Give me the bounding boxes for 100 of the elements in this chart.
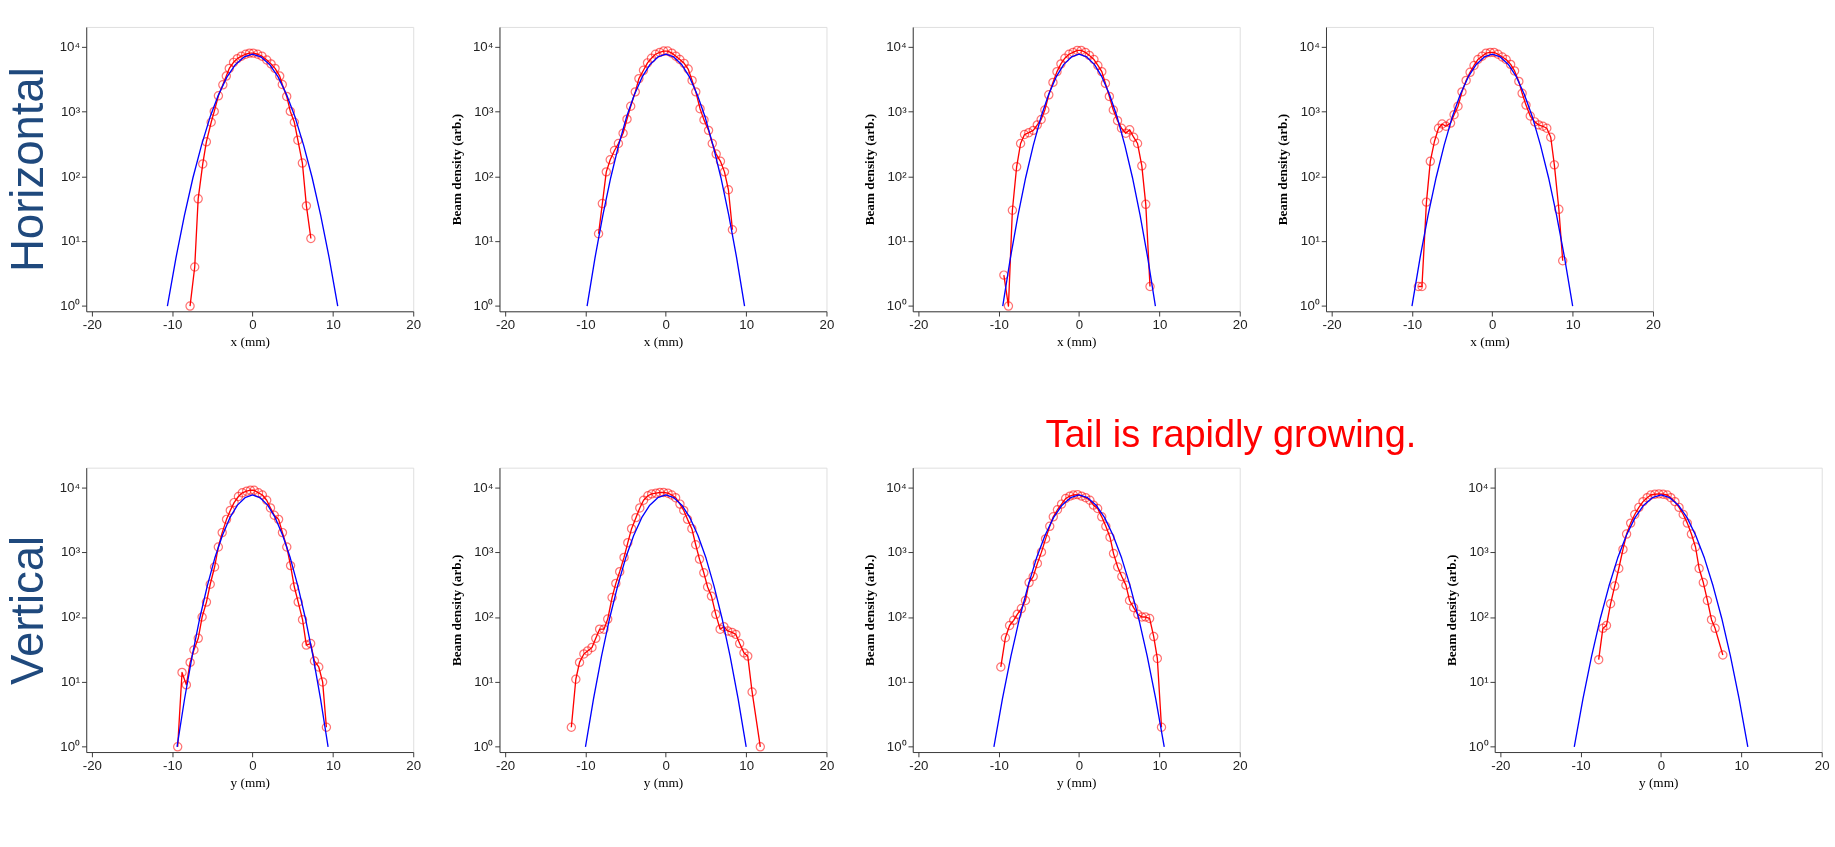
x-tick-label: 10 bbox=[1734, 757, 1750, 773]
line-series bbox=[166, 53, 339, 307]
y-tick-label: 10² bbox=[60, 609, 81, 625]
y-tick-label: 10² bbox=[887, 609, 908, 625]
x-tick-label: -20 bbox=[496, 316, 516, 332]
x-tick-label: 0 bbox=[249, 316, 257, 332]
y-tick-label: 10² bbox=[887, 168, 908, 184]
x-tick-label: -20 bbox=[82, 316, 102, 332]
y-tick-label: 10³ bbox=[60, 544, 81, 560]
y-tick-label: 10⁰ bbox=[886, 739, 907, 755]
y-tick-label: 10² bbox=[474, 609, 494, 625]
x-tick-label: -10 bbox=[576, 757, 596, 773]
x-tick-label: 10 bbox=[326, 757, 341, 773]
x-axis-title: y (mm) bbox=[1057, 774, 1097, 790]
x-tick-label: 10 bbox=[1152, 757, 1168, 773]
y-tick-label: 10³ bbox=[1469, 544, 1490, 560]
y-tick-label: 10⁰ bbox=[886, 298, 907, 314]
x-tick-label: 0 bbox=[1489, 316, 1497, 332]
x-tick-label: 0 bbox=[1075, 316, 1084, 332]
x-tick-label: 10 bbox=[739, 757, 755, 773]
x-tick-label: -20 bbox=[1322, 316, 1342, 332]
x-axis-title: y (mm) bbox=[230, 774, 270, 790]
line-series bbox=[586, 53, 746, 307]
y-tick-label: 10³ bbox=[474, 103, 494, 119]
y-tick-label: 10⁰ bbox=[1300, 298, 1320, 314]
y-tick-label: 10¹ bbox=[474, 674, 494, 690]
x-tick-label: 20 bbox=[819, 757, 835, 773]
x-tick-label: -10 bbox=[989, 757, 1009, 773]
y-axis-title: Vertical bbox=[1, 535, 53, 685]
x-tick-label: -10 bbox=[163, 316, 183, 332]
y-tick-label: 10⁴ bbox=[886, 38, 907, 54]
text: Tail is rapidly growing. bbox=[1045, 412, 1417, 455]
x-axis-title: y (mm) bbox=[1639, 774, 1679, 790]
x-axis-title: y (mm) bbox=[643, 774, 684, 790]
y-tick-label: 10² bbox=[474, 168, 494, 184]
x-tick-label: -20 bbox=[909, 316, 929, 332]
y-axis-title: Beam density (arb.) bbox=[448, 554, 464, 667]
y-axis-title: Beam density (arb.) bbox=[861, 554, 877, 667]
x-tick-label: -10 bbox=[576, 316, 596, 332]
y-tick-label: 10⁴ bbox=[59, 479, 81, 495]
x-tick-label: 0 bbox=[662, 316, 670, 332]
y-tick-label: 10¹ bbox=[887, 233, 908, 249]
y-axis-title: Beam density (arb.) bbox=[448, 113, 464, 226]
x-tick-label: -20 bbox=[909, 757, 929, 773]
x-tick-label: 10 bbox=[1565, 316, 1581, 332]
x-axis-title: x (mm) bbox=[230, 333, 270, 349]
y-tick-label: 10³ bbox=[474, 544, 494, 560]
x-tick-label: 20 bbox=[819, 316, 835, 332]
x-tick-label: 20 bbox=[1232, 316, 1248, 332]
x-tick-label: 20 bbox=[1814, 757, 1830, 773]
y-tick-label: 10² bbox=[60, 168, 81, 184]
y-tick-label: 10³ bbox=[60, 103, 81, 119]
y-tick-label: 10² bbox=[1300, 168, 1321, 184]
y-tick-label: 10¹ bbox=[1300, 233, 1321, 249]
x-tick-label: 20 bbox=[406, 757, 422, 773]
x-tick-label: 10 bbox=[326, 316, 341, 332]
y-tick-label: 10³ bbox=[887, 544, 908, 560]
x-tick-label: -20 bbox=[82, 757, 102, 773]
x-tick-label: -10 bbox=[1571, 757, 1591, 773]
y-tick-label: 10⁰ bbox=[473, 298, 494, 314]
line-series bbox=[1573, 494, 1749, 748]
x-tick-label: 0 bbox=[1075, 757, 1084, 773]
x-tick-label: 10 bbox=[739, 316, 755, 332]
y-tick-label: 10¹ bbox=[887, 674, 908, 690]
x-tick-label: 0 bbox=[1657, 757, 1666, 773]
x-tick-label: -10 bbox=[989, 316, 1009, 332]
x-tick-label: -10 bbox=[1402, 316, 1423, 332]
y-axis-title: Beam density (arb.) bbox=[1275, 113, 1291, 226]
y-tick-label: 10⁴ bbox=[1299, 38, 1321, 54]
y-axis-title: Horizontal bbox=[1, 67, 53, 273]
y-tick-label: 10⁰ bbox=[473, 739, 494, 755]
y-tick-label: 10¹ bbox=[1469, 674, 1490, 690]
y-tick-label: 10⁴ bbox=[1468, 479, 1489, 495]
x-tick-label: 20 bbox=[406, 316, 422, 332]
x-tick-label: 20 bbox=[1646, 316, 1661, 332]
x-tick-label: -20 bbox=[1491, 757, 1511, 773]
y-axis-title: Beam density (arb.) bbox=[861, 113, 877, 226]
x-axis-title: x (mm) bbox=[1057, 333, 1097, 349]
x-tick-label: 10 bbox=[1152, 316, 1168, 332]
y-tick-label: 10⁰ bbox=[1468, 739, 1489, 755]
y-tick-label: 10⁰ bbox=[60, 298, 81, 314]
y-tick-label: 10³ bbox=[887, 103, 908, 119]
x-tick-label: -10 bbox=[163, 757, 183, 773]
y-axis-title: Beam density (arb.) bbox=[1443, 554, 1459, 667]
y-tick-label: 10² bbox=[1469, 609, 1490, 625]
x-tick-label: 0 bbox=[662, 757, 670, 773]
y-tick-label: 10¹ bbox=[474, 233, 494, 249]
y-tick-label: 10³ bbox=[1300, 103, 1321, 119]
y-tick-label: 10⁴ bbox=[886, 479, 907, 495]
x-tick-label: 20 bbox=[1232, 757, 1248, 773]
x-axis-title: x (mm) bbox=[643, 333, 684, 349]
x-tick-label: -20 bbox=[496, 757, 516, 773]
y-tick-label: 10¹ bbox=[60, 233, 81, 249]
x-tick-label: 0 bbox=[249, 757, 257, 773]
x-axis-title: x (mm) bbox=[1470, 333, 1510, 349]
y-tick-label: 10⁴ bbox=[59, 38, 81, 54]
y-tick-label: 10⁴ bbox=[472, 38, 494, 54]
line-series bbox=[584, 494, 747, 748]
y-tick-label: 10⁴ bbox=[472, 479, 494, 495]
y-tick-label: 10⁰ bbox=[60, 739, 81, 755]
